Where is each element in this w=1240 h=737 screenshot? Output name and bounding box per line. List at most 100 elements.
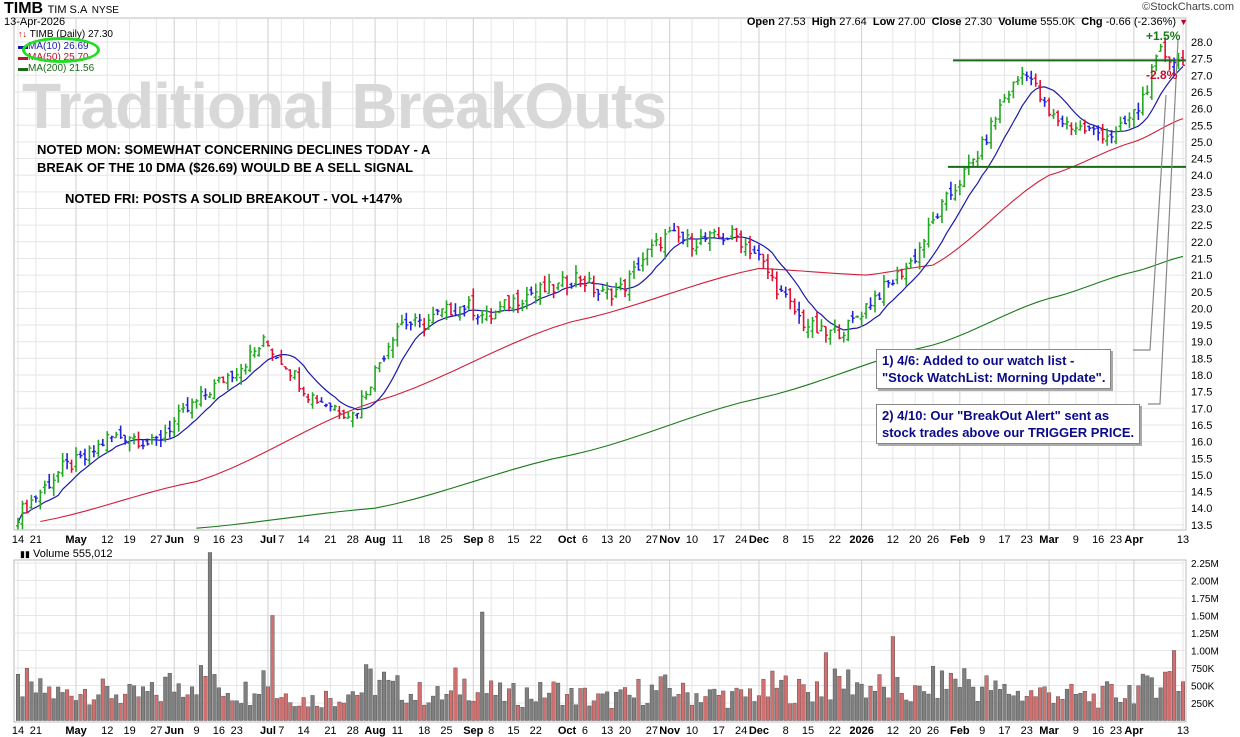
price-bar (114, 431, 119, 439)
y-tick-label: 25.5 (1191, 120, 1212, 132)
price-bar (417, 313, 422, 328)
volume-bar (560, 705, 565, 721)
price-bar (475, 314, 480, 325)
price-bar (167, 420, 172, 438)
volume-bar (288, 702, 293, 721)
price-bar (382, 355, 387, 362)
y-tick-label: 20.0 (1191, 303, 1212, 315)
x-tick-label: Feb (950, 725, 970, 737)
volume-bar (328, 698, 333, 721)
volume-bar (1038, 687, 1043, 721)
price-bar (51, 473, 56, 497)
x-tick-label: Jul (260, 534, 276, 546)
volume-bar (475, 692, 480, 721)
price-bar (341, 409, 346, 419)
highlight-ellipse (22, 37, 100, 63)
ma200-line (196, 255, 1184, 529)
volume-value: 555.0K (1040, 16, 1076, 28)
price-bar (953, 184, 958, 201)
x-tick-label: 28 (347, 534, 359, 546)
annotation-lines (948, 39, 1186, 405)
volume-bar (417, 682, 422, 721)
price-bar (997, 99, 1002, 124)
price-bar (216, 376, 221, 383)
volume-bar (65, 689, 70, 721)
price-bar (1042, 96, 1047, 107)
volume-bar (252, 693, 257, 721)
legend-price: ↑↓ TIMB (Daily) 27.30 (18, 29, 113, 40)
x-tick-label: 16 (213, 725, 225, 737)
volume-tick-label: 1.00M (1191, 647, 1219, 658)
price-bar (587, 271, 592, 284)
volume-bar (721, 690, 726, 721)
volume-bar (51, 698, 56, 721)
volume-bar (283, 693, 288, 721)
price-bar (1105, 128, 1110, 146)
volume-bar (609, 708, 614, 721)
price-bar (877, 292, 882, 301)
price-bar (181, 402, 186, 413)
note-friday: NOTED FRI: POSTS A SOLID BREAKOUT - VOL … (65, 191, 403, 206)
volume-bar (127, 684, 132, 721)
volume-bar (1015, 690, 1020, 721)
price-bar (292, 370, 297, 380)
x-tick-label: 9 (979, 725, 985, 737)
price-bar (96, 439, 101, 457)
volume-bar (707, 689, 712, 721)
volume-bar (225, 693, 230, 721)
price-bar (649, 239, 654, 258)
price-bar (1029, 70, 1034, 86)
x-tick-label: 7 (278, 534, 284, 546)
volume-bar (1069, 683, 1074, 721)
volume-bar (1140, 673, 1145, 721)
price-bar (1078, 120, 1083, 131)
volume-bar (605, 691, 610, 721)
x-tick-label: 7 (278, 725, 284, 737)
price-bar (859, 311, 864, 327)
volume-bar (319, 707, 324, 721)
price-bar (846, 319, 851, 342)
price-bar (899, 268, 904, 280)
price-bar (310, 392, 315, 409)
y-tick-label: 19.5 (1191, 320, 1212, 332)
x-tick-label: 16 (213, 534, 225, 546)
x-tick-label: 16 (1092, 534, 1104, 546)
volume-bar (698, 702, 703, 721)
price-bar (440, 308, 445, 318)
volume-bar (167, 673, 172, 721)
price-bar (56, 470, 61, 483)
volume-bar (1154, 697, 1159, 721)
volume-bar (20, 696, 25, 721)
price-bar (573, 265, 578, 288)
volume-bar (368, 668, 373, 721)
callout2-pointer (1148, 39, 1179, 405)
x-tick-label: 6 (582, 725, 588, 737)
volume-bar (730, 691, 735, 721)
volume-bar (140, 686, 145, 721)
price-bar (698, 229, 703, 246)
price-bar (38, 489, 43, 510)
price-bar (582, 275, 587, 292)
volume-bar (502, 700, 507, 721)
volume-bar (520, 706, 525, 721)
note-monday-line1: NOTED MON: SOMEWHAT CONCERNING DECLINES … (37, 142, 431, 157)
volume-bar (828, 699, 833, 721)
volume-bar (96, 694, 101, 721)
price-bar (591, 275, 596, 298)
volume-bar (390, 680, 395, 721)
price-bar (203, 388, 208, 400)
volume-bar (1033, 696, 1038, 721)
price-bar (1149, 64, 1154, 100)
down-arrow-icon: ▼ (1179, 17, 1188, 27)
x-tick-label: 23 (1110, 725, 1122, 737)
volume-bar (542, 697, 547, 721)
price-bar (1131, 109, 1136, 128)
price-bar (386, 342, 391, 360)
price-bar (703, 232, 708, 242)
price-bar (444, 300, 449, 321)
price-bar (270, 348, 275, 361)
close-label: Close (931, 16, 962, 28)
price-bar (1033, 73, 1038, 87)
callout1-pointer (1133, 94, 1167, 351)
volume-bar (38, 678, 43, 721)
